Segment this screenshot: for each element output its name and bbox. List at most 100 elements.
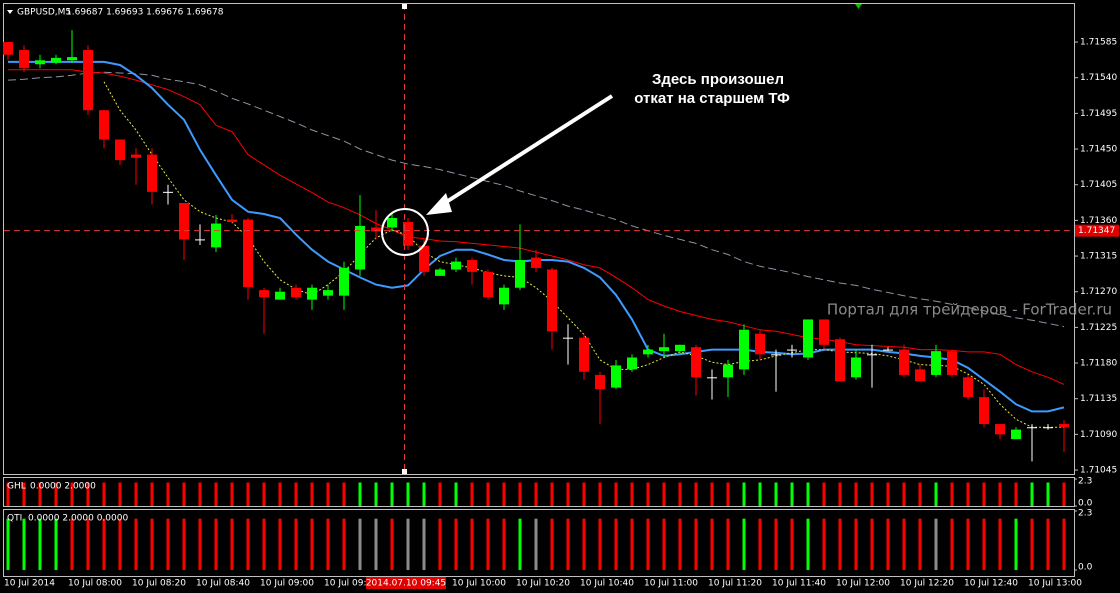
chart-symbol: GBPUSD,M5 (17, 8, 71, 18)
candle-body (339, 267, 349, 296)
indicator-bar (550, 482, 554, 506)
candle-body (675, 344, 685, 352)
x-tick-label: 10 Jul 13:00 (1028, 579, 1082, 589)
indicator-bar (806, 482, 810, 506)
candle-body (371, 227, 381, 232)
indicator-bar (422, 518, 426, 570)
candle-body (451, 261, 461, 270)
indicator-bar (662, 518, 666, 570)
indicator-bar (726, 482, 730, 506)
candle-body (51, 57, 61, 63)
indicator-bar (966, 482, 970, 506)
indicator-bar (70, 482, 74, 506)
crosshair-marker (402, 469, 407, 474)
indicator-bar (342, 518, 346, 570)
candle-body (259, 290, 269, 298)
indicator-bar (726, 518, 730, 570)
candle-body (755, 333, 765, 355)
indicator-bar (230, 482, 234, 506)
indicator-bar (582, 518, 586, 570)
indicator-bar (950, 518, 954, 570)
candle-body (387, 217, 397, 228)
indicator-bar (886, 482, 890, 506)
indicator-bar (950, 482, 954, 506)
chart-readout: 1.69687 1.69693 1.69676 1.69678 (66, 8, 224, 18)
indicator-bar (374, 518, 378, 570)
indicator-bar (966, 518, 970, 570)
indicator-bar (358, 482, 362, 506)
indicator-bar (854, 482, 858, 506)
x-tick-label: 10 Jul 10:40 (580, 579, 634, 589)
candle-body (227, 219, 237, 222)
indicator-bar (438, 518, 442, 570)
indicator-bar (790, 482, 794, 506)
indicator-bar (118, 482, 122, 506)
candle-body (403, 221, 413, 246)
y-tick-label: 1.71315 (1080, 252, 1117, 262)
y-tick-label: 1.71450 (1080, 145, 1117, 155)
qti-readout: 0.0000 2.0000 0.0000 (28, 514, 128, 524)
indicator-bar (70, 518, 74, 570)
crosshair-time: 2014.07.10 09:45 (366, 579, 446, 589)
x-tick-label: 10 Jul 10:00 (452, 579, 506, 589)
candle-body (1011, 429, 1021, 440)
candle-body (3, 42, 13, 55)
candle-body (35, 60, 45, 65)
candle-body (611, 365, 621, 388)
x-tick-label: 10 Jul 08:40 (196, 579, 250, 589)
indicator-bar (454, 482, 458, 506)
indicator-bar (982, 518, 986, 570)
ghl-pane-frame (3, 477, 1075, 507)
indicator-bar (182, 518, 186, 570)
candle-body (995, 424, 1005, 435)
indicator-bar (278, 482, 282, 506)
y-tick-label: 0.0 (1078, 563, 1093, 573)
indicator-bar (406, 518, 410, 570)
candle-body (419, 245, 429, 272)
candle-body (723, 364, 733, 378)
candle-body (467, 260, 477, 272)
candle-body (787, 349, 797, 351)
annotation-line: Здесь произошел (652, 71, 784, 88)
y-tick-label: 2.3 (1078, 477, 1092, 487)
candle-body (851, 357, 861, 378)
indicator-bar (614, 482, 618, 506)
ghl-readout: 0.0000 2.0000 (30, 482, 96, 492)
indicator-bar (342, 482, 346, 506)
indicator-bar (694, 518, 698, 570)
indicator-bar (390, 482, 394, 506)
indicator-bar (294, 482, 298, 506)
candle-body (515, 260, 525, 288)
crosshair-marker (402, 4, 407, 9)
candle-body (707, 377, 717, 379)
indicator-bar (54, 518, 58, 570)
y-tick-label: 1.71090 (1080, 430, 1117, 440)
indicator-bar (422, 482, 426, 506)
indicator-bar (1046, 482, 1050, 506)
indicator-bar (86, 518, 90, 570)
annotation-line: откат на старшем ТФ (634, 90, 790, 107)
indicator-bar (710, 518, 714, 570)
qti-pane-frame (3, 509, 1075, 577)
indicator-bar (902, 482, 906, 506)
ghl-title: GHL (7, 482, 26, 492)
candle-body (67, 57, 77, 61)
indicator-bar (102, 518, 106, 570)
indicator-bar (902, 518, 906, 570)
y-tick-label: 1.71270 (1080, 287, 1117, 297)
y-tick-label: 1.71135 (1080, 394, 1117, 404)
indicator-bar (198, 482, 202, 506)
indicator-bar (614, 518, 618, 570)
indicator-bar (230, 518, 234, 570)
y-tick-label: 1.71360 (1080, 216, 1117, 226)
indicator-bar (918, 518, 922, 570)
candle-body (1059, 424, 1069, 428)
indicator-bar (374, 482, 378, 506)
watermark: Портал для трейдеров - ForTrader.ru (827, 301, 1112, 319)
indicator-bar (134, 482, 138, 506)
qti-title: QTI (7, 514, 22, 524)
indicator-bar (630, 518, 634, 570)
candle-body (547, 269, 557, 332)
indicator-bar (550, 518, 554, 570)
